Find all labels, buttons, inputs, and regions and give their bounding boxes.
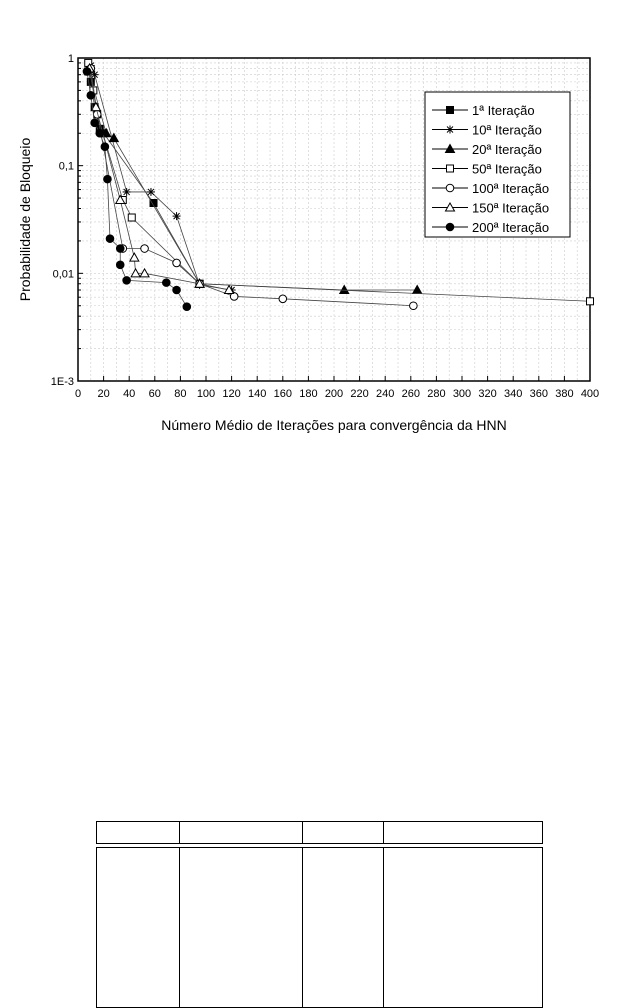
series-6 <box>84 62 235 295</box>
data-point-square <box>149 199 158 208</box>
x-tick-label: 140 <box>248 388 266 400</box>
data-point-circle <box>445 183 455 193</box>
data-point-triangle <box>338 284 350 295</box>
data-point-circle <box>140 244 149 253</box>
x-tick-label: 160 <box>274 388 292 400</box>
data-point-circle <box>172 285 181 295</box>
data-point-circle <box>105 234 115 243</box>
x-tick-label: 280 <box>427 388 445 400</box>
y-tick-label: 0,1 <box>59 161 74 173</box>
data-point-star <box>172 212 181 221</box>
y-tick-label: 1 <box>68 53 74 65</box>
data-point-triangle <box>114 194 126 204</box>
data-point-square <box>446 106 454 114</box>
x-tick-label: 120 <box>222 388 240 400</box>
table-body <box>96 847 543 1008</box>
legend-label: 10ª Iteração <box>472 123 542 138</box>
data-point-triangle <box>444 201 456 212</box>
data-point-triangle <box>108 132 120 143</box>
series-line <box>87 68 418 291</box>
y-tick-label: 1E-3 <box>51 376 74 388</box>
legend-label: 50ª Iteração <box>472 162 542 177</box>
data-point-circle <box>172 258 181 268</box>
data-point-square <box>127 213 136 222</box>
data-point-triangle <box>411 284 423 295</box>
data-point-star <box>446 125 454 134</box>
data-point-triangle <box>128 252 140 262</box>
data-point-circle <box>82 67 92 76</box>
data-point-circle <box>115 260 125 270</box>
star-stroke <box>446 126 454 133</box>
x-tick-label: 220 <box>350 388 368 400</box>
x-tick-label: 360 <box>530 388 548 400</box>
x-tick-label: 80 <box>174 388 186 400</box>
series-7 <box>82 67 192 311</box>
x-tick-label: 260 <box>402 388 420 400</box>
data-point-triangle <box>139 267 150 278</box>
x-tick-label: 200 <box>325 388 343 400</box>
data-point-circle <box>445 222 455 232</box>
data-point-square <box>586 297 594 306</box>
star-stroke <box>123 188 130 196</box>
data-point-circle <box>162 278 171 287</box>
star-stroke <box>91 71 98 79</box>
star-stroke <box>147 188 155 196</box>
y-tick-label: 0,01 <box>53 268 74 280</box>
data-point-circle <box>115 244 125 253</box>
data-point-square <box>446 164 454 173</box>
x-tick-label: 60 <box>149 388 161 400</box>
x-tick-label: 300 <box>453 388 471 400</box>
data-point-circle <box>86 91 96 100</box>
y-axis-label: Probabilidade de Bloqueio <box>17 138 33 302</box>
x-tick-label: 340 <box>504 388 522 400</box>
x-tick-label: 180 <box>299 388 317 400</box>
legend-label: 200ª Iteração <box>472 220 549 235</box>
legend-label: 20ª Iteração <box>472 142 542 157</box>
legend-label: 150ª Iteração <box>472 201 549 216</box>
x-axis-label: Número Médio de Iterações para convergên… <box>161 417 507 433</box>
blocking-probability-chart: 0 20 40 60 80 100 120 140 160 180 200 220 240 260 280 3… <box>17 53 599 433</box>
data-point-triangle <box>444 143 456 153</box>
data-point-star <box>146 187 155 196</box>
legend-label: 100ª Iteração <box>472 181 549 196</box>
table-header <box>96 821 543 844</box>
x-tick-label: 400 <box>581 388 599 400</box>
data-point-circle <box>90 118 99 128</box>
legend-label: 1ª Iteração <box>472 103 535 118</box>
data-point-triangle <box>223 284 235 295</box>
x-tick-label: 240 <box>376 388 394 400</box>
data-point-circle <box>122 276 131 285</box>
legend: 1ª Iteração 10ª Iteração 20ª Iteração 50ª I… <box>424 91 571 238</box>
data-point-triangle <box>90 101 102 112</box>
x-tick-label: 100 <box>197 388 215 400</box>
star-stroke <box>173 212 180 220</box>
x-tick-label: 320 <box>478 388 496 400</box>
x-tick-label: 0 <box>75 388 81 400</box>
data-point-circle <box>182 302 192 311</box>
data-point-circle <box>103 174 112 184</box>
data-point-circle <box>229 292 239 301</box>
data-point-star <box>122 187 131 196</box>
x-tick-label: 40 <box>123 388 135 400</box>
x-tick-label: 20 <box>97 388 109 400</box>
data-point-triangle <box>194 278 205 288</box>
series-line <box>89 68 230 291</box>
data-point-circle <box>278 294 288 304</box>
data-point-triangle <box>130 267 141 278</box>
data-point-circle <box>95 128 105 138</box>
data-point-circle <box>100 142 110 152</box>
x-tick-label: 380 <box>555 388 573 400</box>
data-point-circle <box>409 301 418 311</box>
series-line <box>90 68 414 307</box>
